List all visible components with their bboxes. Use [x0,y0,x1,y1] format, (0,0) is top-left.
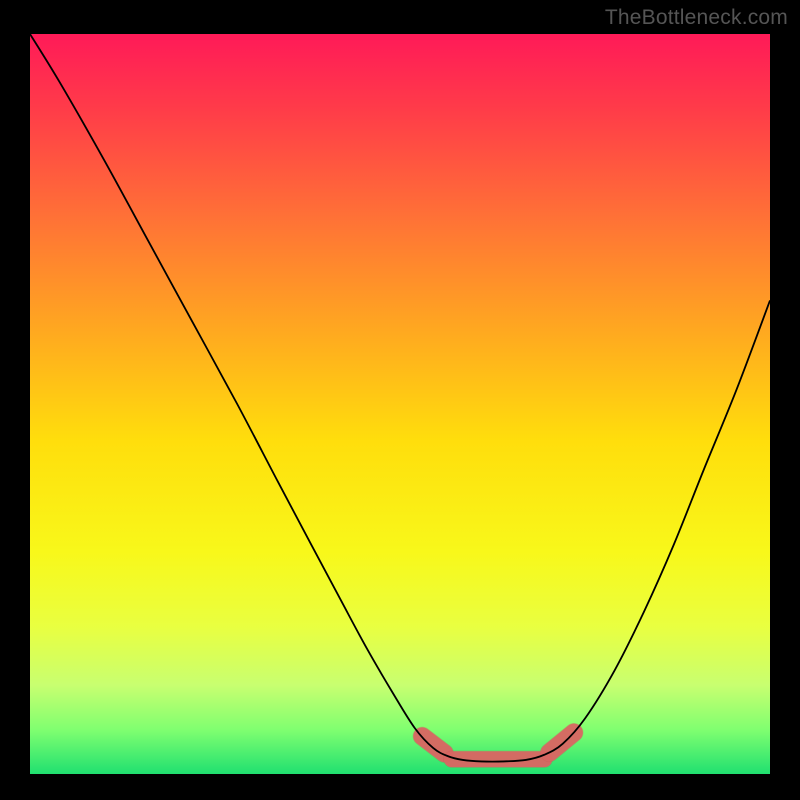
plot-area [30,34,770,774]
chart-container: TheBottleneck.com [0,0,800,800]
gradient-background [30,34,770,774]
watermark-text: TheBottleneck.com [605,6,788,30]
bottleneck-curve-chart [30,34,770,774]
